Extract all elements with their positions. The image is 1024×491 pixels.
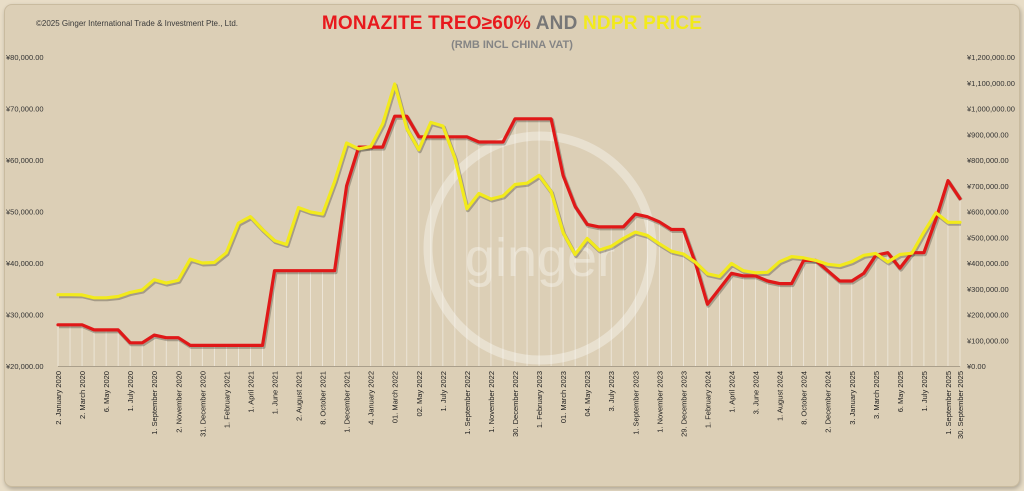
x-tick-label: 3. June 2024 bbox=[752, 371, 761, 414]
x-tick-label: 1. September 2023 bbox=[631, 371, 640, 435]
x-tick-label: 1. April 2024 bbox=[727, 371, 736, 413]
y-right-tick-label: ¥600,000.00 bbox=[967, 208, 1009, 217]
x-tick-label: 2. January 2020 bbox=[54, 371, 63, 425]
x-tick-label: 1. November 2022 bbox=[487, 371, 496, 433]
y-right-tick-label: ¥200,000.00 bbox=[967, 311, 1009, 320]
x-tick-label: 2. August 2021 bbox=[295, 371, 304, 421]
x-tick-label: 1. June 2021 bbox=[270, 371, 279, 414]
y-right-tick-label: ¥900,000.00 bbox=[967, 130, 1009, 139]
y-left-tick-label: ¥30,000.00 bbox=[6, 311, 44, 320]
x-tick-label: 02. May 2022 bbox=[415, 371, 424, 416]
title-ndpr: NDPR PRICE bbox=[582, 13, 703, 34]
x-tick-label: 4. January 2022 bbox=[367, 371, 376, 425]
chart-frame: ©2025 Ginger International Trade & Inves… bbox=[4, 4, 1020, 487]
x-tick-label: 30. September 2025 bbox=[956, 371, 965, 439]
y-right-tick-label: ¥1,100,000.00 bbox=[967, 79, 1015, 88]
x-tick-label: 31. December 2020 bbox=[198, 371, 207, 437]
x-tick-label: 1. July 2025 bbox=[920, 371, 929, 411]
y-left-tick-label: ¥40,000.00 bbox=[6, 259, 44, 268]
y-right-tick-label: ¥700,000.00 bbox=[967, 182, 1009, 191]
y-left-tick-label: ¥20,000.00 bbox=[6, 362, 44, 371]
x-tick-label: 01. March 2022 bbox=[391, 371, 400, 423]
x-tick-label: 3. January 2025 bbox=[848, 371, 857, 425]
y-right-tick-label: ¥800,000.00 bbox=[967, 156, 1009, 165]
x-tick-label: 29. December 2023 bbox=[679, 371, 688, 437]
x-tick-label: 1. September 2022 bbox=[463, 371, 472, 435]
x-tick-label: 04. May 2023 bbox=[583, 371, 592, 416]
x-tick-label: 3. July 2023 bbox=[607, 371, 616, 411]
x-tick-label: 1. April 2021 bbox=[246, 371, 255, 413]
x-tick-label: 1. September 2020 bbox=[150, 371, 159, 435]
chart-subtitle: (RMB INCL CHINA VAT) bbox=[451, 39, 573, 51]
y-right-tick-label: ¥1,200,000.00 bbox=[967, 53, 1015, 62]
ndpr-series-line bbox=[56, 82, 962, 300]
y-left-tick-label: ¥50,000.00 bbox=[6, 208, 44, 217]
x-tick-label: 6. May 2025 bbox=[896, 371, 905, 412]
x-tick-label: 2. December 2024 bbox=[824, 371, 833, 433]
x-tick-label: 3. March 2025 bbox=[872, 371, 881, 419]
x-tick-label: 1. July 2020 bbox=[126, 371, 135, 411]
x-tick-label: 2. November 2020 bbox=[174, 371, 183, 433]
x-tick-label: 1. December 2021 bbox=[343, 371, 352, 433]
x-tick-label: 01. March 2023 bbox=[559, 371, 568, 423]
x-tick-label: 6. May 2020 bbox=[102, 371, 111, 412]
x-tick-label: 1. July 2022 bbox=[439, 371, 448, 411]
x-tick-label: 2. March 2020 bbox=[78, 371, 87, 419]
title-monazite: MONAZITE TREO≥60% bbox=[321, 13, 531, 34]
x-tick-label: 1. February 2024 bbox=[703, 371, 712, 428]
x-tick-label: 1. February 2023 bbox=[535, 371, 544, 428]
x-tick-label: 1. November 2023 bbox=[655, 371, 664, 433]
title-and: AND bbox=[530, 13, 583, 34]
chart-title: MONAZITE TREO≥60% AND NDPR PRICE bbox=[5, 13, 1019, 35]
x-tick-label: 1. February 2021 bbox=[222, 371, 231, 428]
y-left-tick-label: ¥70,000.00 bbox=[6, 105, 44, 114]
y-right-tick-label: ¥1,000,000.00 bbox=[967, 105, 1015, 114]
watermark-text: ginger bbox=[465, 228, 615, 288]
ginger-watermark: ginger bbox=[423, 131, 657, 365]
x-tick-label: 1. August 2024 bbox=[776, 371, 785, 421]
y-right-tick-label: ¥500,000.00 bbox=[967, 233, 1009, 242]
y-left-tick-label: ¥60,000.00 bbox=[6, 156, 44, 165]
x-tick-label: 30. December 2022 bbox=[511, 371, 520, 437]
x-tick-label: 8. October 2024 bbox=[800, 371, 809, 425]
x-tick-label: 1. September 2025 bbox=[944, 371, 953, 435]
y-right-tick-label: ¥100,000.00 bbox=[967, 336, 1009, 345]
x-tick-label: 8. October 2021 bbox=[319, 371, 328, 425]
y-right-tick-label: ¥300,000.00 bbox=[967, 285, 1009, 294]
copyright-text: ©2025 Ginger International Trade & Inves… bbox=[36, 19, 239, 28]
y-right-tick-label: ¥400,000.00 bbox=[967, 259, 1009, 268]
y-right-tick-label: ¥0.00 bbox=[967, 362, 986, 371]
y-left-tick-label: ¥80,000.00 bbox=[6, 53, 44, 62]
